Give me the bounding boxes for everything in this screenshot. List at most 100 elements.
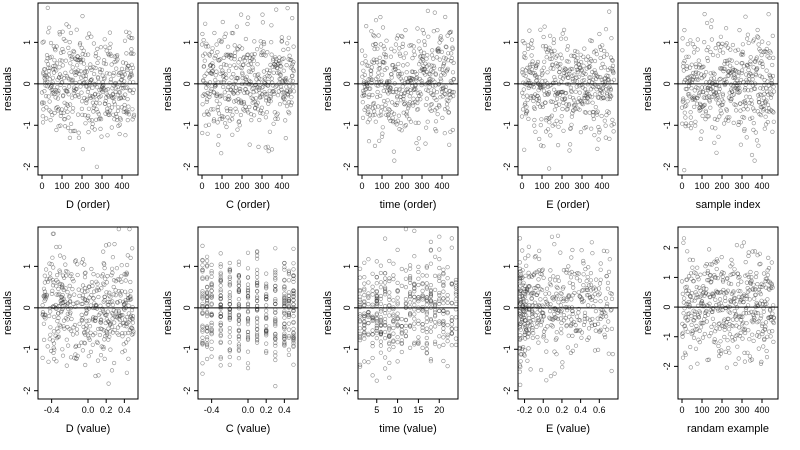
data-point [424,311,429,317]
data-point [430,48,435,53]
data-point [227,63,232,68]
data-point [42,295,47,300]
data-point [67,299,73,304]
data-point [59,58,65,63]
data-point [212,30,217,36]
data-point [544,55,549,60]
data-point [428,325,434,330]
data-point [370,332,375,337]
data-point [257,117,262,123]
data-point [98,353,104,358]
data-point [99,134,104,139]
data-point [264,350,269,355]
data-point [441,296,446,301]
data-point [588,282,594,288]
data-point [408,312,413,317]
data-point [705,270,710,276]
data-point [685,291,690,296]
data-point [61,49,66,55]
data-point [291,267,296,272]
data-point [709,324,714,330]
y-tick-label: -2 [502,387,512,395]
data-point [128,279,133,285]
data-point [264,92,269,97]
data-point [558,291,563,296]
data-point [246,62,251,68]
data-point [768,91,773,96]
data-point [556,62,561,67]
data-point [372,34,377,39]
data-point [379,78,384,83]
data-point [689,322,694,328]
data-point [83,52,88,57]
data-point [750,249,755,254]
x-tick-label: 100 [694,181,709,191]
data-point [720,307,725,313]
data-point [51,265,56,270]
data-point [680,48,685,53]
data-point [107,322,113,327]
data-point [579,99,584,104]
data-point [102,356,107,362]
data-point [609,296,615,302]
data-point [566,75,571,80]
data-point [420,27,425,33]
data-point [403,227,409,232]
data-point [694,292,699,297]
data-point [568,85,574,90]
data-point [236,279,241,284]
data-point [721,68,726,74]
data-point [600,43,605,48]
data-point [708,49,713,55]
data-point [94,306,100,311]
data-point [573,107,578,112]
data-point [736,119,742,125]
data-point [765,108,770,114]
data-point [770,109,775,114]
data-point [74,70,79,75]
data-point [727,57,732,63]
data-point [91,333,96,338]
data-point [437,104,442,109]
data-point [124,51,129,56]
data-point [686,317,691,322]
data-point [689,291,695,296]
data-point [403,100,408,105]
data-point [530,326,535,331]
data-point [243,36,248,42]
data-point [383,102,388,107]
data-point [748,279,753,284]
data-point [569,297,574,302]
data-point [741,107,746,112]
y-tick-label: 0 [502,81,512,86]
data-point [564,323,569,328]
data-point [517,266,523,272]
x-tick-label: 15 [413,405,423,415]
data-point [536,340,541,345]
data-point [700,113,705,118]
data-point [252,39,257,44]
data-point [62,326,67,331]
data-point [720,102,725,107]
data-point [526,346,531,351]
data-point [706,357,712,362]
data-point [218,277,223,282]
data-point [396,61,401,67]
data-point [551,40,556,46]
data-point [604,52,610,57]
data-point [57,72,63,77]
data-point [56,91,61,96]
data-point [713,340,718,345]
data-point [259,52,264,58]
data-point [718,308,723,313]
data-point [209,301,214,306]
data-point [404,109,410,114]
data-point [362,275,367,280]
data-point [80,348,85,353]
data-point [428,288,434,293]
data-point [77,41,83,46]
data-point [374,336,379,341]
data-point [750,332,755,337]
data-point [100,281,106,286]
